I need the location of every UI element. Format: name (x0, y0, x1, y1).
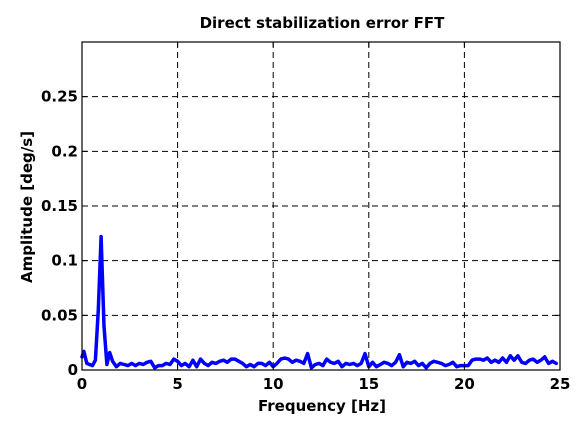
chart-title: Direct stabilization error FFT (200, 14, 446, 32)
y-tick-label: 0.2 (51, 142, 78, 160)
y-tick-label: 0.25 (41, 88, 78, 106)
x-axis-label: Frequency [Hz] (258, 397, 386, 415)
y-tick-labels: 0 0.05 0.1 0.15 0.2 0.25 (41, 88, 78, 379)
x-tick-label: 5 (172, 375, 182, 393)
series-layer (80, 234, 558, 370)
x-tick-label: 15 (358, 375, 379, 393)
x-tick-label: 0 (77, 375, 87, 393)
x-tick-label: 10 (263, 375, 284, 393)
x-tick-labels: 0 5 10 15 20 25 (77, 375, 571, 393)
tick-marks (81, 42, 561, 371)
y-tick-label: 0 (68, 361, 78, 379)
fft-amplitude-line (80, 234, 558, 370)
y-axis-label: Amplitude [deg/s] (18, 131, 36, 283)
x-tick-label: 25 (550, 375, 571, 393)
y-tick-label: 0.1 (51, 252, 78, 270)
y-tick-label: 0.15 (41, 197, 78, 215)
grid-lines (82, 42, 560, 370)
x-tick-label: 20 (454, 375, 475, 393)
y-tick-label: 0.05 (41, 306, 78, 324)
